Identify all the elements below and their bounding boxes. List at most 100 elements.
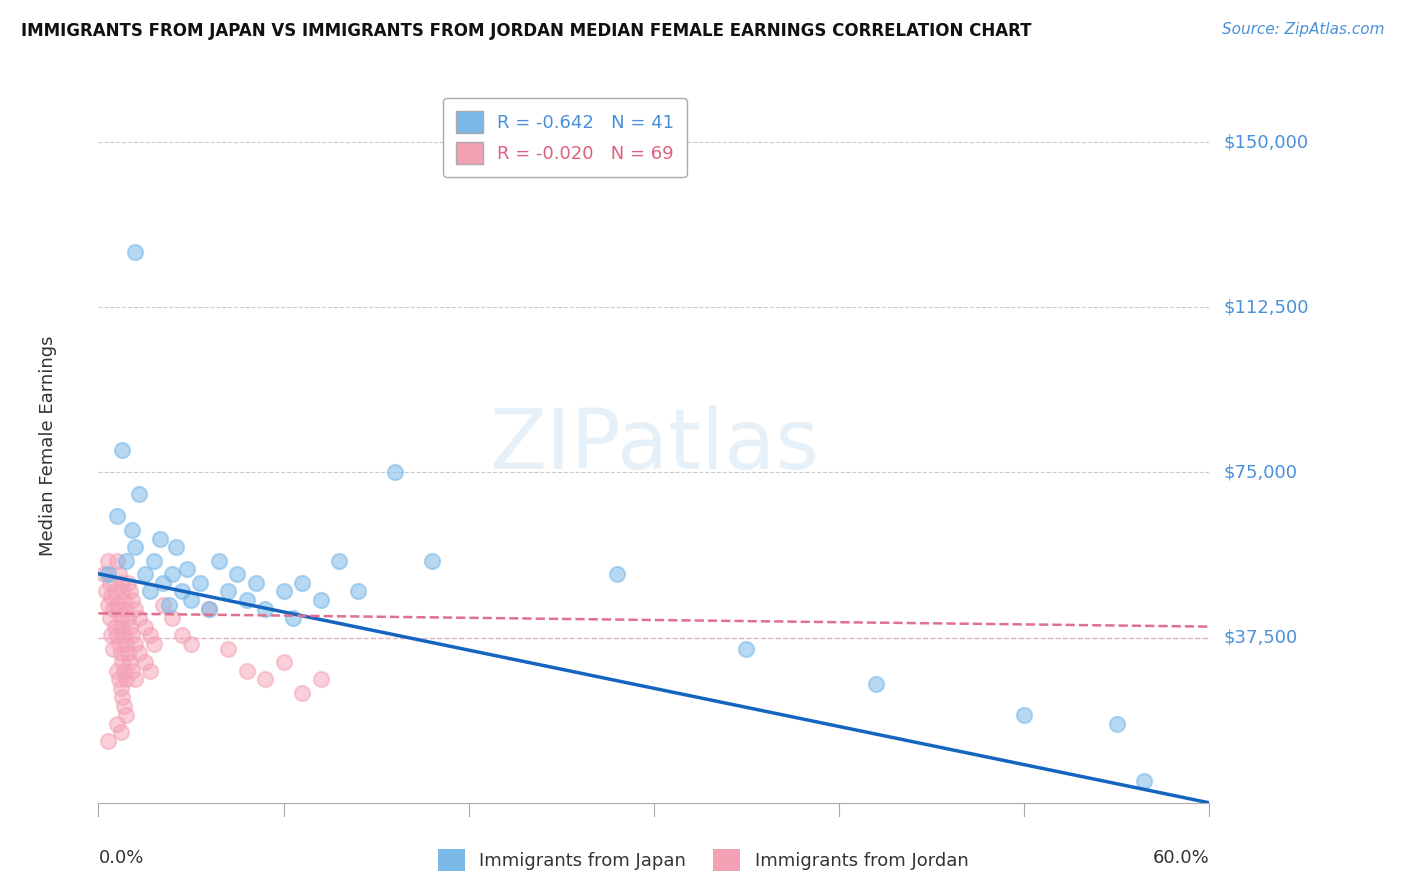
Point — [188, 575, 211, 590]
Point — [115, 553, 138, 567]
Text: Source: ZipAtlas.com: Source: ZipAtlas.com — [1222, 22, 1385, 37]
Point — [115, 707, 138, 722]
Point — [198, 602, 221, 616]
Legend: R = -0.642   N = 41, R = -0.020   N = 69: R = -0.642 N = 41, R = -0.020 N = 69 — [443, 98, 688, 177]
Point — [105, 664, 128, 678]
Point — [309, 593, 332, 607]
Point — [217, 641, 239, 656]
Point — [162, 611, 184, 625]
Point — [152, 598, 174, 612]
Point — [735, 641, 758, 656]
Point — [226, 566, 249, 581]
Point — [235, 593, 257, 607]
Point — [143, 553, 166, 567]
Point — [176, 562, 198, 576]
Text: IMMIGRANTS FROM JAPAN VS IMMIGRANTS FROM JORDAN MEDIAN FEMALE EARNINGS CORRELATI: IMMIGRANTS FROM JAPAN VS IMMIGRANTS FROM… — [21, 22, 1032, 40]
Point — [208, 553, 231, 567]
Point — [139, 628, 162, 642]
Point — [111, 690, 134, 704]
Point — [134, 619, 156, 633]
Point — [121, 664, 143, 678]
Point — [134, 655, 156, 669]
Point — [117, 646, 139, 660]
Point — [100, 589, 122, 603]
Point — [124, 541, 146, 555]
Point — [143, 637, 166, 651]
Text: $37,500: $37,500 — [1225, 629, 1298, 647]
Point — [105, 509, 128, 524]
Point — [93, 566, 115, 581]
Point — [97, 566, 120, 581]
Point — [98, 575, 121, 590]
Point — [118, 619, 141, 633]
Point — [180, 593, 202, 607]
Point — [121, 593, 143, 607]
Point — [253, 673, 276, 687]
Point — [170, 628, 193, 642]
Point — [117, 611, 139, 625]
Point — [170, 584, 193, 599]
Point — [105, 716, 128, 731]
Point — [139, 664, 162, 678]
Point — [103, 641, 125, 656]
Point — [128, 611, 150, 625]
Point — [98, 611, 121, 625]
Point — [97, 598, 120, 612]
Point — [134, 566, 156, 581]
Point — [107, 637, 129, 651]
Point — [111, 619, 134, 633]
Point — [105, 598, 128, 612]
Text: $150,000: $150,000 — [1225, 133, 1309, 151]
Point — [157, 598, 180, 612]
Point — [103, 602, 125, 616]
Point — [110, 681, 132, 696]
Point — [309, 673, 332, 687]
Point — [1133, 773, 1156, 788]
Point — [162, 566, 184, 581]
Point — [115, 637, 138, 651]
Point — [117, 575, 139, 590]
Point — [97, 734, 120, 748]
Point — [100, 628, 122, 642]
Point — [245, 575, 267, 590]
Point — [107, 673, 129, 687]
Point — [124, 245, 146, 260]
Point — [273, 584, 295, 599]
Point — [104, 584, 127, 599]
Point — [97, 553, 120, 567]
Point — [180, 637, 202, 651]
Text: $75,000: $75,000 — [1225, 464, 1298, 482]
Point — [124, 673, 146, 687]
Point — [235, 664, 257, 678]
Point — [115, 602, 138, 616]
Legend: Immigrants from Japan, Immigrants from Jordan: Immigrants from Japan, Immigrants from J… — [430, 842, 976, 879]
Point — [105, 628, 128, 642]
Point — [253, 602, 276, 616]
Point — [165, 541, 187, 555]
Text: 60.0%: 60.0% — [1153, 849, 1209, 867]
Point — [128, 487, 150, 501]
Point — [121, 628, 143, 642]
Point — [217, 584, 239, 599]
Point — [139, 584, 162, 599]
Point — [291, 686, 314, 700]
Point — [124, 637, 146, 651]
Point — [328, 553, 350, 567]
Point — [105, 553, 128, 567]
Point — [118, 584, 141, 599]
Point — [865, 677, 887, 691]
Point — [110, 611, 132, 625]
Point — [112, 664, 135, 678]
Point — [104, 619, 127, 633]
Point — [111, 443, 134, 458]
Point — [281, 611, 304, 625]
Point — [128, 646, 150, 660]
Point — [152, 575, 174, 590]
Point — [148, 532, 170, 546]
Point — [112, 593, 135, 607]
Point — [346, 584, 368, 599]
Point — [112, 628, 135, 642]
Point — [110, 575, 132, 590]
Text: $112,500: $112,500 — [1225, 298, 1309, 317]
Point — [291, 575, 314, 590]
